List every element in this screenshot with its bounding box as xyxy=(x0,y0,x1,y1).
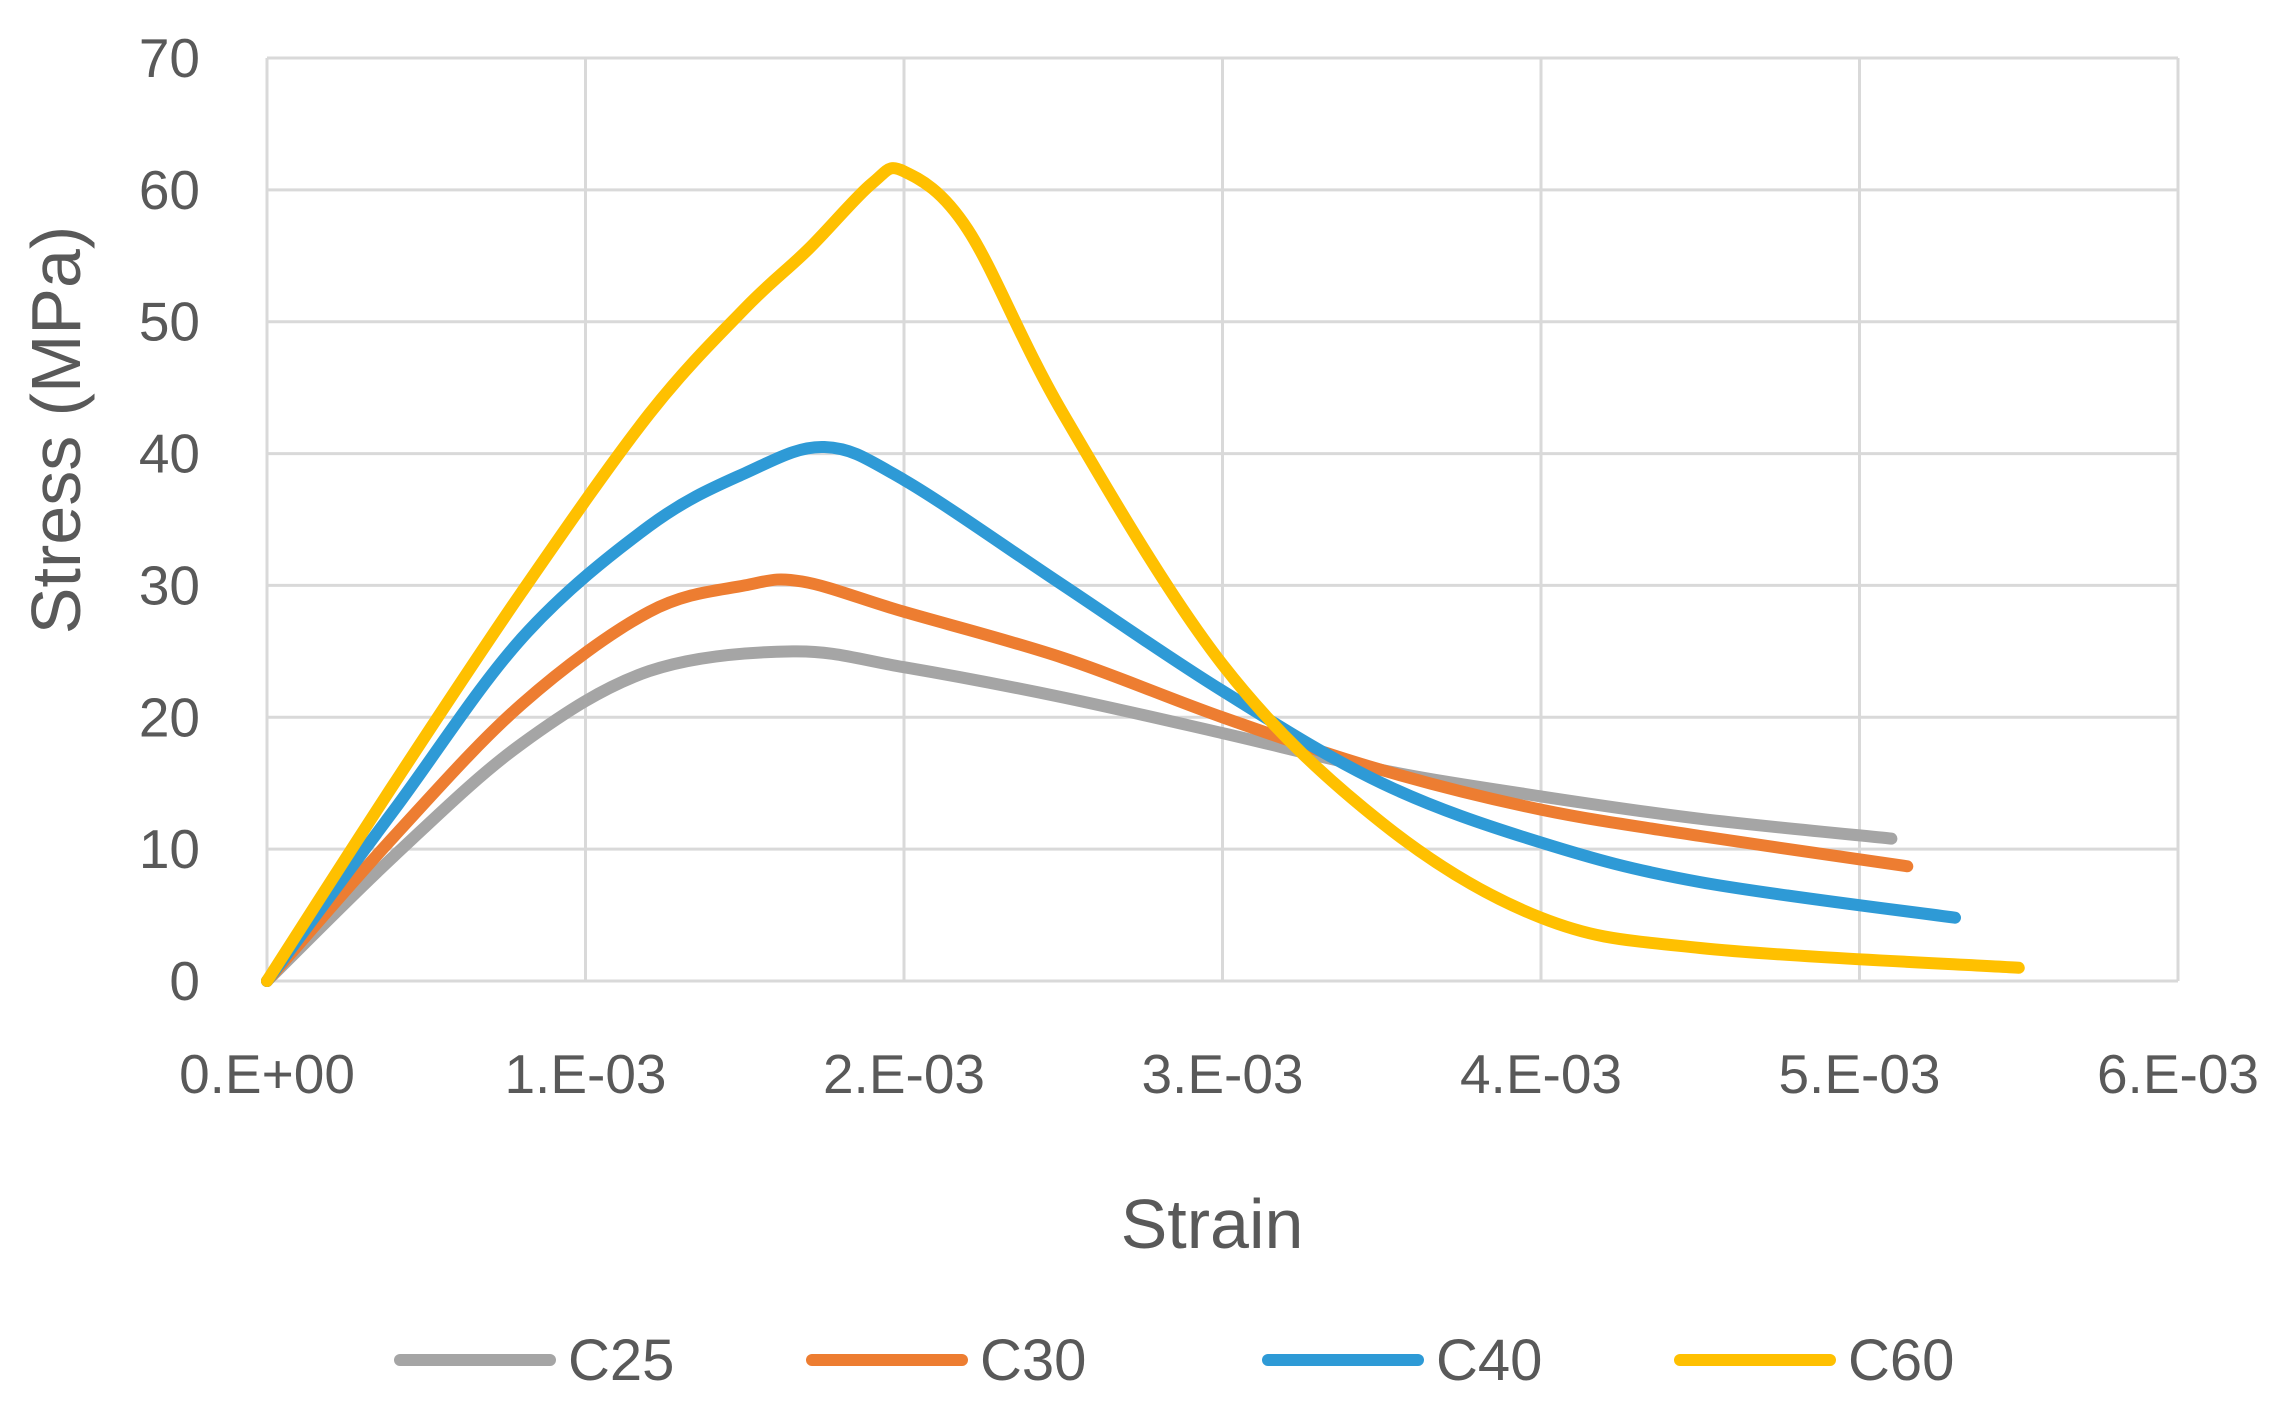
y-axis-title: Stress (MPa) xyxy=(17,226,95,634)
y-tick-label: 0 xyxy=(169,950,200,1012)
y-tick-label: 50 xyxy=(139,291,200,353)
x-tick-label: 2.E-03 xyxy=(823,1043,985,1105)
series-lines xyxy=(261,162,2025,987)
y-tick-label: 60 xyxy=(139,159,200,221)
x-axis-title: Strain xyxy=(1121,1185,1304,1263)
legend-label-c25: C25 xyxy=(568,1328,674,1393)
x-tick-label: 6.E-03 xyxy=(2097,1043,2259,1105)
y-axis-ticks: 0 10 20 30 40 50 60 70 xyxy=(139,27,200,1012)
y-tick-label: 40 xyxy=(139,423,200,485)
legend-label-c60: C60 xyxy=(1848,1328,1954,1393)
x-tick-label: 3.E-03 xyxy=(1141,1043,1303,1105)
x-tick-label: 4.E-03 xyxy=(1460,1043,1622,1105)
series-line-c25 xyxy=(261,645,1898,987)
series-line-c40 xyxy=(261,440,1961,987)
legend: C25 C30 C40 C60 xyxy=(394,1328,1954,1393)
y-tick-label: 70 xyxy=(139,27,200,89)
x-tick-label: 5.E-03 xyxy=(1778,1043,1940,1105)
y-tick-label: 10 xyxy=(139,818,200,880)
series-line-c60 xyxy=(261,162,2025,987)
legend-label-c40: C40 xyxy=(1436,1328,1542,1393)
grid-lines xyxy=(265,56,2180,983)
x-tick-label: 0.E+00 xyxy=(179,1043,355,1105)
x-axis-ticks: 0.E+00 1.E-03 2.E-03 3.E-03 4.E-03 5.E-03 6.E-… xyxy=(179,1043,2259,1105)
legend-label-c30: C30 xyxy=(980,1328,1086,1393)
y-tick-label: 20 xyxy=(139,686,200,748)
y-tick-label: 30 xyxy=(139,554,200,616)
x-tick-label: 1.E-03 xyxy=(504,1043,666,1105)
series-line-c30 xyxy=(261,573,1914,987)
